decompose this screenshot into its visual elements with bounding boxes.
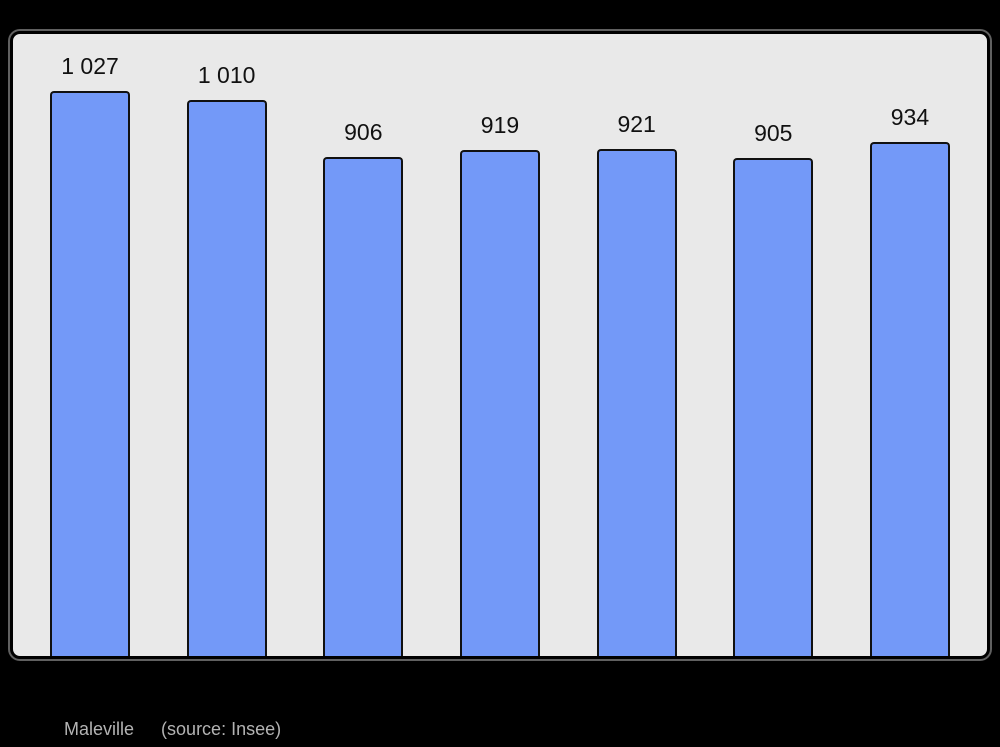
bar-value-label: 921: [617, 110, 656, 137]
bar-value-label: 906: [344, 118, 383, 145]
bar: [733, 158, 814, 656]
bar-group: 905: [733, 119, 814, 656]
bar-value-label: 1 027: [61, 52, 119, 79]
bar: [50, 91, 130, 656]
bar-value-label: 919: [480, 111, 520, 138]
bar-value-label: 1 010: [197, 61, 256, 88]
bar-group: 921: [596, 110, 677, 656]
bar: [596, 149, 677, 656]
bars-container: 1 027 1 010 906 919 921 905 934: [13, 34, 987, 656]
caption-source-text: (source: Insee): [161, 719, 282, 739]
bar-group: 934: [869, 103, 950, 656]
bar-chart-plot-area: 1 027 1 010 906 919 921 905 934: [10, 31, 990, 659]
bar: [869, 142, 950, 656]
chart-caption: Maleville (source: Insee): [64, 719, 281, 741]
caption-place-name: Maleville: [64, 719, 135, 739]
bar-group: 906: [323, 118, 404, 656]
bar-group: 1 010: [186, 61, 267, 656]
bar-group: 919: [459, 111, 540, 656]
bar-value-label: 905: [754, 119, 793, 146]
bar: [186, 100, 267, 656]
bar-group: 1 027: [50, 53, 130, 656]
bar: [323, 157, 404, 656]
bar-value-label: 934: [890, 103, 930, 130]
bar: [459, 150, 540, 656]
